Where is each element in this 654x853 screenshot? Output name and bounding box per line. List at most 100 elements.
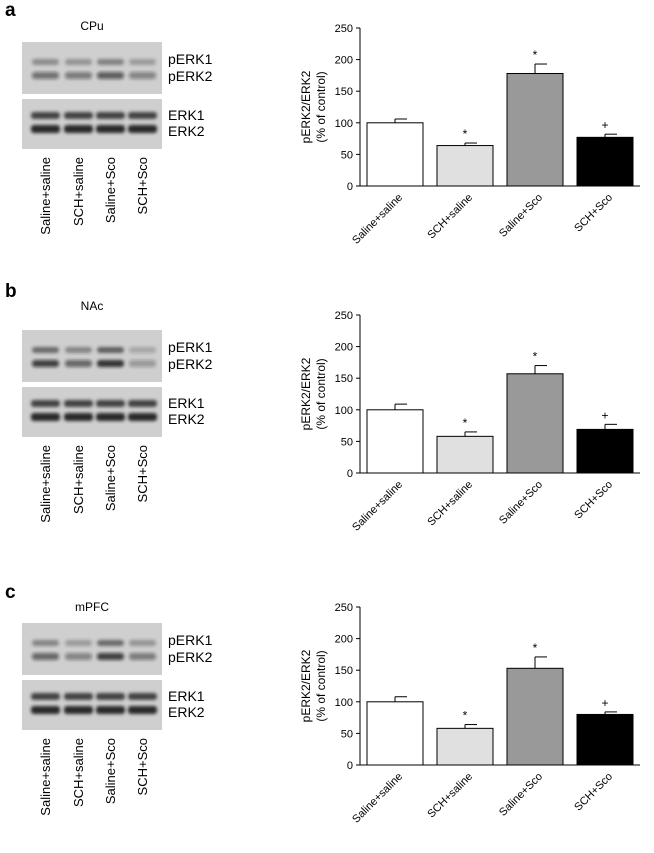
panel-label: b	[5, 281, 17, 302]
band-shape	[32, 72, 59, 79]
bar	[506, 73, 564, 187]
lane-label: SCH+Sco	[135, 738, 150, 795]
band-shape	[31, 112, 60, 119]
y-axis-title: pERK2/ERK2	[299, 70, 313, 143]
bar	[576, 136, 634, 187]
band-shape	[129, 360, 156, 367]
significance-mark: +	[601, 118, 608, 132]
panel-label: c	[5, 582, 16, 603]
band-shape	[31, 125, 60, 133]
y-tick-label: 50	[341, 728, 353, 740]
y-tick-label: 200	[335, 634, 353, 646]
band-shape	[32, 59, 59, 65]
x-tick-label: Saline+saline	[350, 192, 405, 247]
y-axis-title: pERK2/ERK2	[299, 649, 313, 722]
band-shape	[31, 400, 60, 407]
y-tick-label: 250	[335, 310, 353, 322]
band-shape	[97, 640, 124, 646]
blot	[22, 99, 162, 149]
band-shape	[96, 400, 125, 407]
x-tick-label: Saline+saline	[350, 479, 405, 534]
band-shape	[129, 653, 156, 660]
x-tick-label: Saline+Sco	[497, 479, 545, 527]
significance-mark: *	[533, 641, 538, 655]
blot	[22, 680, 162, 730]
band-shape	[32, 360, 59, 367]
band-shape	[96, 413, 125, 421]
x-tick-label: SCH+saline	[425, 192, 475, 242]
band-shape	[97, 72, 124, 79]
y-tick-label: 250	[335, 23, 353, 35]
lane-label: Saline+saline	[38, 445, 53, 523]
bar	[366, 701, 424, 766]
y-axis-title: (% of control)	[314, 71, 328, 142]
y-tick-label: 150	[335, 86, 353, 98]
band-shape	[128, 400, 157, 407]
band-shape	[96, 706, 125, 714]
y-tick-label: 0	[347, 468, 353, 480]
band-shape	[64, 125, 93, 133]
x-tick-label: SCH+saline	[425, 771, 475, 821]
band-shape	[97, 360, 124, 367]
bar	[436, 145, 494, 187]
lane-label: SCH+Sco	[135, 445, 150, 502]
band-shape	[129, 347, 156, 353]
band-shape	[31, 706, 60, 714]
band-shape	[65, 347, 92, 353]
y-axis-title: (% of control)	[314, 650, 328, 721]
y-tick-label: 250	[335, 602, 353, 614]
x-tick-label: SCH+Sco	[572, 192, 615, 235]
band-shape	[64, 112, 93, 119]
blot	[22, 42, 162, 94]
y-tick-label: 50	[341, 149, 353, 161]
lane-label: Saline+saline	[38, 738, 53, 816]
y-axis-title: pERK2/ERK2	[299, 357, 313, 430]
lane-label: Saline+Sco	[103, 738, 118, 804]
significance-mark: *	[533, 350, 538, 364]
band-shape	[64, 706, 93, 714]
band-shape	[32, 653, 59, 660]
band-label: pERK1	[168, 339, 213, 355]
band-shape	[65, 640, 92, 646]
y-tick-label: 150	[335, 373, 353, 385]
significance-mark: +	[601, 408, 608, 422]
significance-mark: *	[533, 48, 538, 62]
lane-label: Saline+Sco	[103, 445, 118, 511]
x-tick-label: Saline+saline	[350, 771, 405, 826]
band-label: pERK2	[168, 68, 213, 84]
x-tick-label: SCH+Sco	[572, 771, 615, 814]
band-shape	[64, 413, 93, 421]
band-label: pERK1	[168, 632, 213, 648]
bar	[366, 409, 424, 474]
bar	[506, 667, 564, 766]
lane-label: SCH+Sco	[135, 157, 150, 214]
band-shape	[97, 59, 124, 65]
y-tick-label: 100	[335, 697, 353, 709]
band-label: pERK2	[168, 356, 213, 372]
panel-label: a	[5, 0, 16, 21]
band-shape	[64, 693, 93, 700]
band-shape	[128, 112, 157, 119]
band-shape	[96, 693, 125, 700]
y-tick-label: 100	[335, 405, 353, 417]
band-label: ERK1	[168, 395, 205, 411]
region-title: NAc	[81, 299, 104, 313]
band-label: ERK2	[168, 411, 205, 427]
bar	[506, 373, 564, 474]
band-shape	[31, 693, 60, 700]
band-shape	[65, 653, 92, 660]
blot	[22, 623, 162, 675]
significance-mark: +	[601, 696, 608, 710]
blot	[22, 330, 162, 382]
band-label: pERK2	[168, 649, 213, 665]
lane-label: SCH+saline	[71, 738, 86, 807]
x-tick-label: Saline+Sco	[497, 192, 545, 240]
lane-label: Saline+Sco	[103, 157, 118, 223]
significance-mark: *	[463, 709, 468, 723]
band-shape	[128, 693, 157, 700]
bar	[366, 122, 424, 187]
lane-label: SCH+saline	[71, 445, 86, 514]
y-tick-label: 0	[347, 181, 353, 193]
y-tick-label: 50	[341, 436, 353, 448]
band-shape	[64, 400, 93, 407]
